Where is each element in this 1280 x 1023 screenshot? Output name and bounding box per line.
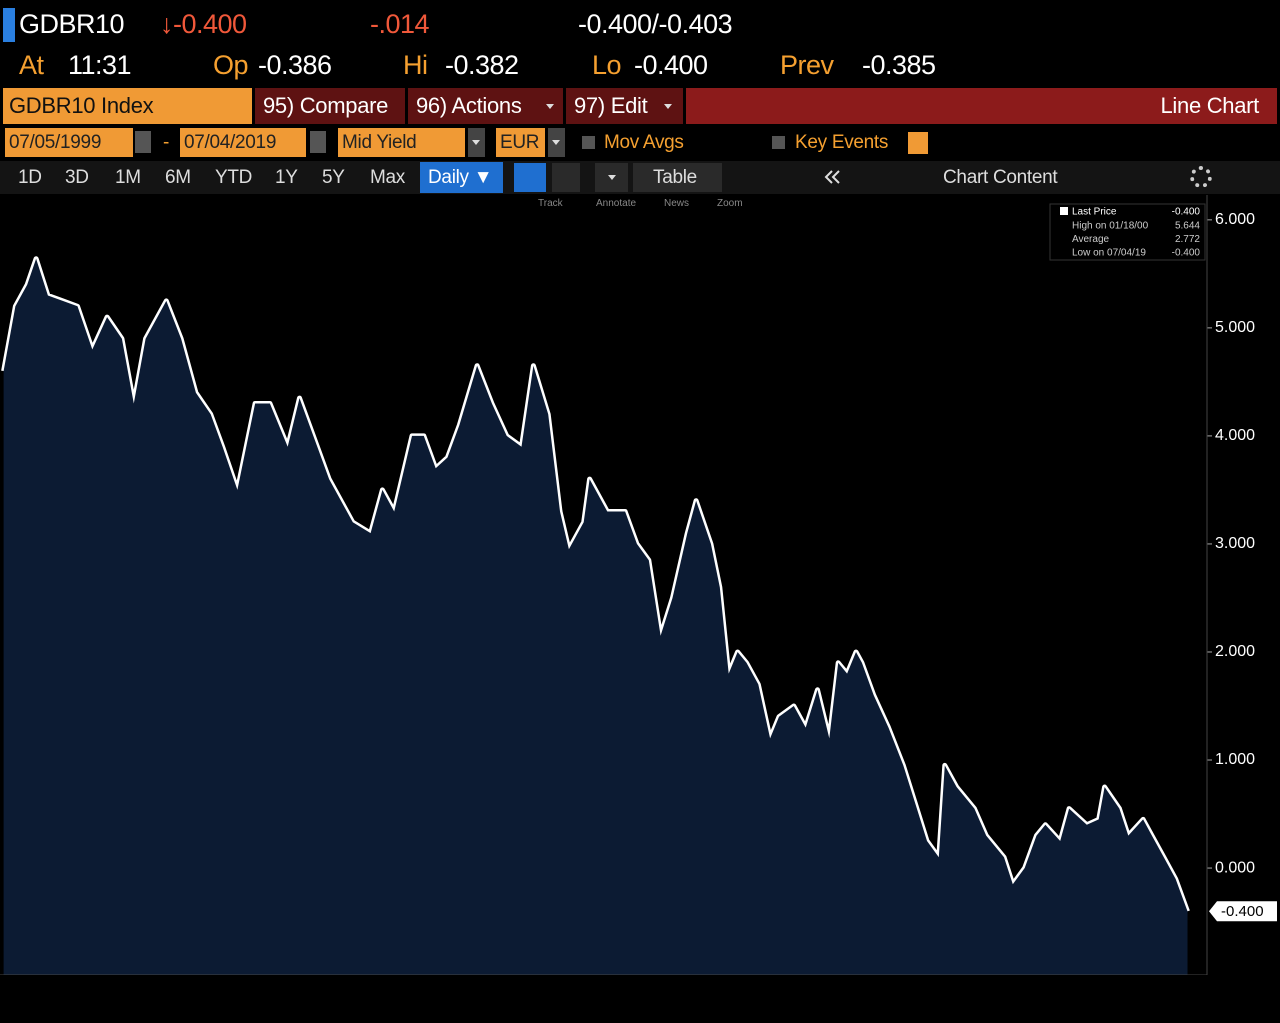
range-button[interactable]: 1D bbox=[18, 167, 42, 188]
y-tick-label: 2.000 bbox=[1215, 643, 1255, 660]
checkbox[interactable] bbox=[582, 136, 595, 149]
key-events-label: Key Events bbox=[795, 132, 889, 153]
dropdown-arrow bbox=[608, 175, 616, 180]
collapse-button[interactable] bbox=[818, 163, 846, 192]
date-separator: - bbox=[163, 132, 170, 153]
range-button[interactable]: YTD bbox=[215, 167, 253, 188]
security-name: GDBR10 Index bbox=[9, 93, 154, 118]
open-label: Op bbox=[213, 50, 249, 80]
legend-stat-label: Low on 07/04/19 bbox=[1072, 248, 1146, 259]
legend-label: Last Price bbox=[1072, 207, 1117, 218]
checkbox[interactable] bbox=[772, 136, 785, 149]
high-label: Hi bbox=[403, 50, 428, 80]
settings-gear[interactable] bbox=[1190, 166, 1212, 188]
legend-stat-label: Average bbox=[1072, 234, 1110, 245]
table-button[interactable]: Table bbox=[633, 163, 722, 192]
bid-ask: -0.400/-0.403 bbox=[578, 9, 733, 39]
end-date: 07/04/2019 bbox=[184, 132, 277, 153]
low-label: Lo bbox=[592, 50, 622, 80]
tool-news[interactable]: News bbox=[664, 198, 690, 209]
actions-label: 96) Actions bbox=[416, 93, 522, 118]
period-select[interactable]: Daily ▼ bbox=[420, 162, 503, 193]
field-name: Mid Yield bbox=[342, 132, 417, 153]
range-button[interactable]: 1M bbox=[115, 167, 141, 188]
edit-button[interactable]: 97) Edit bbox=[566, 88, 683, 124]
chart: 6.0005.0004.0003.0002.0001.0000.00020192… bbox=[0, 195, 1277, 1023]
y-tick-label: 6.000 bbox=[1215, 211, 1255, 228]
last-price-label: -0.400 bbox=[1221, 903, 1264, 920]
calendar-icon[interactable] bbox=[310, 131, 326, 153]
y-tick-label: 5.000 bbox=[1215, 319, 1255, 336]
range-button[interactable]: 5Y bbox=[322, 167, 345, 188]
chart-content-label: Chart Content bbox=[943, 167, 1058, 188]
last-price-tag bbox=[1209, 901, 1277, 922]
tool-zoom[interactable]: Zoom bbox=[717, 198, 743, 209]
legend-stat-value: 5.644 bbox=[1175, 221, 1200, 232]
info-icon[interactable] bbox=[908, 132, 928, 154]
time: 11:31 bbox=[68, 50, 132, 80]
legend-swatch bbox=[1060, 207, 1068, 215]
end-date-field[interactable]: 07/04/2019 bbox=[180, 128, 306, 157]
area-fill bbox=[3, 258, 1188, 975]
y-tick-label: 4.000 bbox=[1215, 427, 1255, 444]
compare-label: 95) Compare bbox=[263, 93, 389, 118]
table-label: Table bbox=[653, 167, 697, 188]
field-dropdown[interactable] bbox=[468, 128, 485, 157]
dropdown-arrow bbox=[546, 104, 554, 109]
dropdown-arrow bbox=[552, 140, 560, 145]
tool-track[interactable]: Track bbox=[538, 198, 563, 209]
actions-button[interactable]: 96) Actions bbox=[408, 88, 563, 124]
y-tick-label: 0.000 bbox=[1215, 859, 1255, 876]
net-change: ↓-0.400 bbox=[160, 9, 247, 39]
mov-avgs-label: Mov Avgs bbox=[604, 132, 684, 153]
start-date: 07/05/1999 bbox=[9, 132, 102, 153]
period: Daily ▼ bbox=[428, 167, 493, 188]
legend-stat-label: High on 01/18/00 bbox=[1072, 221, 1149, 232]
y-tick-label: 3.000 bbox=[1215, 535, 1255, 552]
dropdown-arrow bbox=[472, 140, 480, 145]
start-date-field[interactable]: 07/05/1999 bbox=[5, 128, 133, 157]
tool-annotate[interactable]: Annotate bbox=[596, 198, 637, 209]
legend-value: -0.400 bbox=[1172, 207, 1201, 218]
time-label: At bbox=[19, 50, 44, 80]
prev: -0.385 bbox=[862, 50, 936, 80]
legend-stat-value: 2.772 bbox=[1175, 234, 1200, 245]
compare-button[interactable]: 95) Compare bbox=[255, 88, 405, 124]
dropdown-arrow bbox=[664, 104, 672, 109]
ticker: GDBR10 bbox=[19, 9, 125, 39]
edit-label: 97) Edit bbox=[574, 93, 648, 118]
open: -0.386 bbox=[258, 50, 332, 80]
currency-select[interactable]: EUR bbox=[496, 128, 545, 157]
legend-box bbox=[1049, 203, 1206, 261]
bar-style-button[interactable] bbox=[552, 163, 580, 192]
range-button[interactable]: Max bbox=[370, 167, 405, 188]
title-bar: Line Chart bbox=[686, 88, 1277, 124]
style-dropdown[interactable] bbox=[595, 163, 628, 192]
calendar-icon[interactable] bbox=[135, 131, 151, 153]
currency-dropdown[interactable] bbox=[548, 128, 565, 157]
security-field[interactable]: GDBR10 Index bbox=[3, 88, 252, 124]
y-tick-label: 1.000 bbox=[1215, 751, 1255, 768]
legend-stat-value: -0.400 bbox=[1172, 248, 1201, 259]
pct-change: -.014 bbox=[370, 9, 430, 39]
currency: EUR bbox=[500, 132, 540, 153]
range-button[interactable]: 3D bbox=[65, 167, 89, 188]
line-style-button[interactable] bbox=[514, 163, 546, 192]
high: -0.382 bbox=[445, 50, 519, 80]
prev-label: Prev bbox=[780, 50, 834, 80]
low: -0.400 bbox=[634, 50, 708, 80]
x-axis-strip bbox=[0, 975, 1207, 1023]
range-button[interactable]: 1Y bbox=[275, 167, 298, 188]
range-button[interactable]: 6M bbox=[165, 167, 191, 188]
security-marker bbox=[3, 8, 15, 42]
collapse-icon bbox=[824, 170, 840, 184]
view-title: Line Chart bbox=[1160, 93, 1259, 118]
chart-content-button[interactable]: Chart Content bbox=[915, 163, 1085, 192]
field-select[interactable]: Mid Yield bbox=[338, 128, 465, 157]
